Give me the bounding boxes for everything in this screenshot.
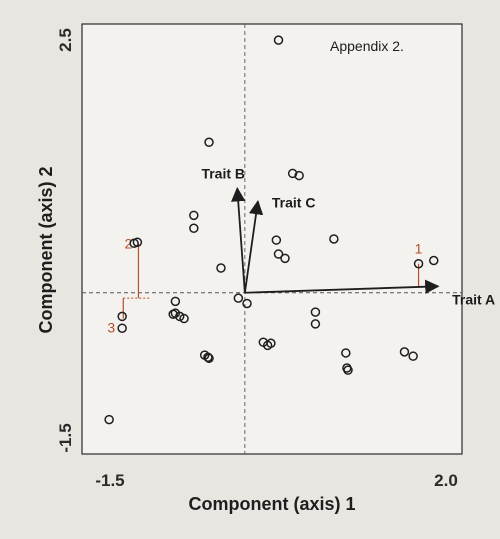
data-point	[179, 313, 189, 324]
appendix-note: Appendix 2.	[330, 38, 404, 54]
annotation-group: 1 2 3	[107, 235, 422, 335]
data-point	[204, 137, 214, 147]
data-point	[129, 238, 139, 249]
data-point	[429, 255, 439, 266]
y-axis-label: Component (axis) 2	[36, 166, 56, 333]
data-point	[273, 35, 284, 45]
x-axis-label: Component (axis) 1	[188, 494, 355, 514]
data-point	[271, 235, 282, 245]
data-point	[189, 210, 199, 221]
x-tick-label-max: 2.0	[434, 471, 458, 490]
vector-trait-c	[243, 199, 264, 293]
x-tick-label-min: -1.5	[95, 471, 124, 490]
annotation-label-2: 2	[125, 235, 133, 251]
data-point	[104, 414, 114, 425]
data-point	[203, 352, 213, 362]
data-point	[287, 168, 298, 179]
data-point	[280, 253, 290, 264]
vector-label-trait-a: Trait A	[452, 291, 495, 307]
data-point	[117, 311, 127, 322]
data-point	[343, 365, 353, 375]
vector-label-trait-c: Trait C	[272, 194, 316, 210]
data-point	[204, 353, 214, 364]
data-point	[189, 223, 199, 233]
data-point	[168, 309, 178, 319]
data-point	[266, 338, 276, 349]
y-tick-label-max: 2.5	[56, 28, 75, 52]
data-points	[104, 35, 439, 425]
data-point	[310, 319, 321, 329]
vector-trait-b	[231, 187, 246, 293]
zero-lines	[82, 24, 462, 454]
y-tick-label-min: -1.5	[56, 423, 75, 452]
data-point	[413, 258, 424, 269]
data-point	[341, 348, 351, 358]
vector-trait-a	[244, 279, 440, 294]
data-point	[273, 249, 284, 259]
trait-vectors: Trait A Trait B Trait C	[201, 165, 495, 307]
data-point	[408, 351, 418, 361]
data-point	[117, 323, 127, 333]
data-point	[294, 170, 304, 181]
vector-label-trait-b: Trait B	[201, 165, 245, 181]
annotation-label-1: 1	[415, 241, 423, 257]
data-point	[216, 263, 226, 273]
data-point	[233, 293, 244, 303]
data-point	[310, 307, 321, 317]
data-point	[170, 296, 181, 307]
data-point	[329, 234, 339, 244]
annotation-label-3: 3	[107, 320, 115, 336]
data-point	[242, 298, 252, 309]
data-point	[399, 347, 410, 357]
